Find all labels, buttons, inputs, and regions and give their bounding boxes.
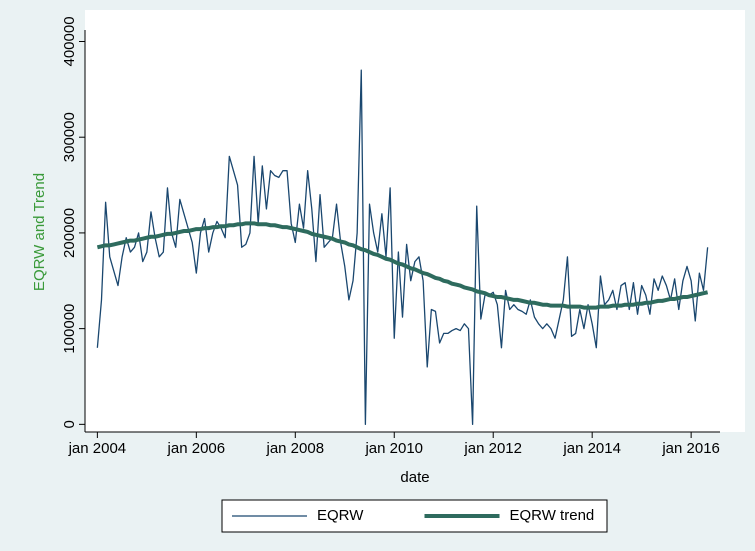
y-axis-title: EQRW and Trend	[31, 173, 48, 291]
y-tick-label: 300000	[61, 112, 78, 162]
x-tick-label: jan 2004	[68, 440, 127, 457]
x-tick-label: jan 2014	[562, 440, 621, 457]
x-axis-title: date	[400, 469, 429, 486]
x-tick-label: jan 2008	[266, 440, 325, 457]
legend-label: EQRW	[317, 507, 364, 524]
series-line	[96, 221, 709, 310]
x-tick-label: jan 2012	[463, 440, 522, 457]
plot-area	[85, 10, 745, 432]
series-line	[96, 69, 709, 425]
y-tick-label: 200000	[61, 208, 78, 258]
legend-label: EQRW trend	[510, 507, 595, 524]
y-tick-label: 100000	[61, 304, 78, 354]
y-tick-label: 0	[61, 420, 78, 428]
x-tick-label: jan 2016	[661, 440, 720, 457]
y-tick-label: 400000	[61, 16, 78, 66]
x-tick-label: jan 2006	[167, 440, 226, 457]
x-tick-label: jan 2010	[364, 440, 423, 457]
